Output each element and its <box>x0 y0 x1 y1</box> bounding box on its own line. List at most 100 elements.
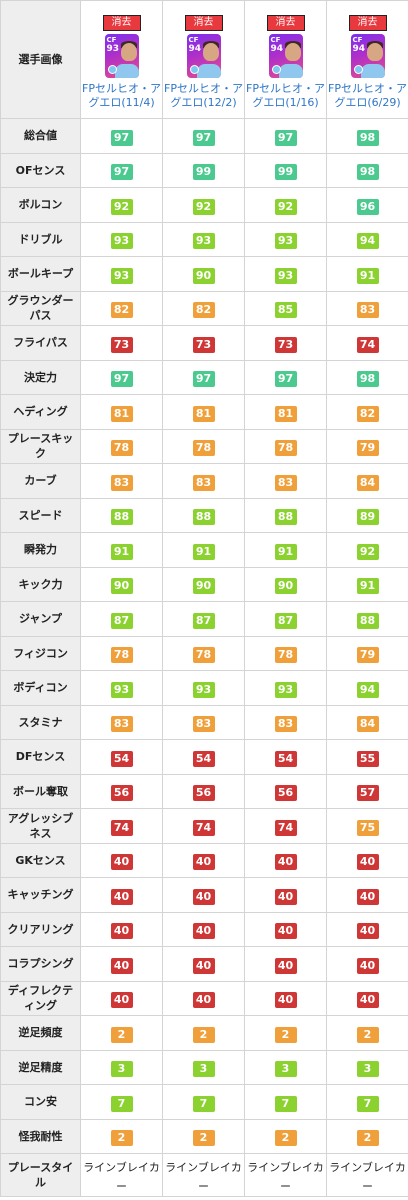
stat-value-badge: 85 <box>274 302 297 319</box>
stat-cell: 88 <box>244 497 327 533</box>
stat-value-badge: 83 <box>274 474 297 491</box>
stat-label: プレースキック <box>0 428 81 464</box>
stat-cell: 78 <box>244 428 327 464</box>
stat-value-badge: 99 <box>192 164 215 181</box>
stat-row: フィジコン 78 78 78 79 <box>0 635 408 671</box>
stat-value-badge: 87 <box>192 612 215 629</box>
stat-cell: 40 <box>244 980 327 1016</box>
stat-row: アグレッシブネス 74 74 74 75 <box>0 808 408 844</box>
stat-cell: 91 <box>326 566 408 602</box>
stat-value-badge: 54 <box>192 750 215 767</box>
stat-cell: 7 <box>162 1084 245 1120</box>
stat-label: アグレッシブネス <box>0 808 81 844</box>
stat-cell: 89 <box>326 497 408 533</box>
remove-button[interactable]: 消去 <box>184 14 223 31</box>
stat-value-badge: 93 <box>110 267 133 284</box>
stat-cell: 83 <box>80 704 163 740</box>
stat-value-badge: 73 <box>110 336 133 353</box>
stat-cell: 54 <box>244 739 327 775</box>
stat-cell: 81 <box>80 394 163 430</box>
stat-cell: 85 <box>244 290 327 326</box>
stat-cell: 83 <box>80 463 163 499</box>
stat-value-badge: 82 <box>192 302 215 319</box>
player-card-icon[interactable]: CF 94 <box>268 33 303 78</box>
stat-cell: 78 <box>80 428 163 464</box>
stat-cell: 75 <box>326 808 408 844</box>
stat-cell: 40 <box>326 842 408 878</box>
stat-label: ボルコン <box>0 187 81 223</box>
remove-button[interactable]: 消去 <box>348 14 387 31</box>
stat-value-badge: 93 <box>192 681 215 698</box>
stat-value-badge: 83 <box>110 474 133 491</box>
stat-cell: 56 <box>244 773 327 809</box>
stat-label: グラウンダーパス <box>0 290 81 326</box>
stat-value-badge: 2 <box>110 1130 133 1147</box>
stat-value-badge: 54 <box>274 750 297 767</box>
stat-label: ボールキープ <box>0 256 81 292</box>
stat-value-badge: 40 <box>110 854 133 871</box>
stat-cell: 74 <box>326 325 408 361</box>
stat-cell: 88 <box>80 497 163 533</box>
stat-cell: 94 <box>326 670 408 706</box>
stat-cell: 40 <box>326 911 408 947</box>
stat-row: ボディコン 93 93 93 94 <box>0 670 408 706</box>
stat-cell: 88 <box>326 601 408 637</box>
stat-value-badge: 54 <box>110 750 133 767</box>
stat-label: 瞬発力 <box>0 532 81 568</box>
stat-row: スタミナ 83 83 83 84 <box>0 704 408 740</box>
stat-value-badge: 81 <box>192 405 215 422</box>
stat-value-badge: 78 <box>274 440 297 457</box>
stat-cell: 78 <box>162 635 245 671</box>
stat-value-badge: 73 <box>192 336 215 353</box>
stat-value-badge: 91 <box>110 543 133 560</box>
stat-cell: 90 <box>162 566 245 602</box>
stat-label: フライパス <box>0 325 81 361</box>
stat-cell: 79 <box>326 428 408 464</box>
stat-value-badge: 93 <box>192 233 215 250</box>
stat-value-badge: 40 <box>274 992 297 1009</box>
stat-cell: 3 <box>326 1049 408 1085</box>
stat-row: 怪我耐性 2 2 2 2 <box>0 1118 408 1154</box>
stat-cell: 3 <box>162 1049 245 1085</box>
player-name-link[interactable]: FPセルヒオ・アグエロ(6/29) <box>328 81 407 109</box>
player-card-icon[interactable]: CF 93 <box>104 33 139 78</box>
player-card-icon[interactable]: CF 94 <box>186 33 221 78</box>
stat-cell: 93 <box>80 670 163 706</box>
stat-value-badge: 78 <box>110 647 133 664</box>
player-column-4: 消去 CF 94 FPセルヒオ・アグエロ(6/29) <box>326 0 408 119</box>
stat-value-badge: 93 <box>274 681 297 698</box>
stat-value-badge: 96 <box>356 198 379 215</box>
stat-value-badge: 92 <box>356 543 379 560</box>
stat-value-badge: 40 <box>110 957 133 974</box>
play-style-value: ラインブレイカー <box>247 1161 324 1193</box>
remove-button[interactable]: 消去 <box>266 14 305 31</box>
stat-value-badge: 84 <box>356 716 379 733</box>
stat-cell: 2 <box>80 1015 163 1051</box>
stat-value-badge: 40 <box>192 923 215 940</box>
stat-cell: 40 <box>244 842 327 878</box>
stat-cell: 78 <box>162 428 245 464</box>
stat-value-badge: 82 <box>356 405 379 422</box>
stat-cell: 92 <box>80 187 163 223</box>
stat-value-badge: 2 <box>356 1130 379 1147</box>
stat-row: キック力 90 90 90 91 <box>0 566 408 602</box>
stat-value-badge: 2 <box>192 1130 215 1147</box>
stat-row: フライパス 73 73 73 74 <box>0 325 408 361</box>
stat-row: コラプシング 40 40 40 40 <box>0 946 408 982</box>
play-style-label: プレースタイル <box>0 1153 81 1197</box>
player-card-icon[interactable]: CF 94 <box>350 33 385 78</box>
stat-cell: 40 <box>326 877 408 913</box>
row-label: 選手画像 <box>0 0 81 119</box>
player-column-3: 消去 CF 94 FPセルヒオ・アグエロ(1/16) <box>244 0 327 119</box>
stat-value-badge: 40 <box>192 854 215 871</box>
stat-cell: 87 <box>80 601 163 637</box>
stat-value-badge: 57 <box>356 785 379 802</box>
remove-button[interactable]: 消去 <box>102 14 141 31</box>
player-name-link[interactable]: FPセルヒオ・アグエロ(12/2) <box>164 81 243 109</box>
stat-cell: 56 <box>162 773 245 809</box>
stat-cell: 79 <box>326 635 408 671</box>
player-name-link[interactable]: FPセルヒオ・アグエロ(1/16) <box>246 81 325 109</box>
player-name-link[interactable]: FPセルヒオ・アグエロ(11/4) <box>82 81 161 109</box>
stat-label: ジャンプ <box>0 601 81 637</box>
stat-cell: 91 <box>162 532 245 568</box>
